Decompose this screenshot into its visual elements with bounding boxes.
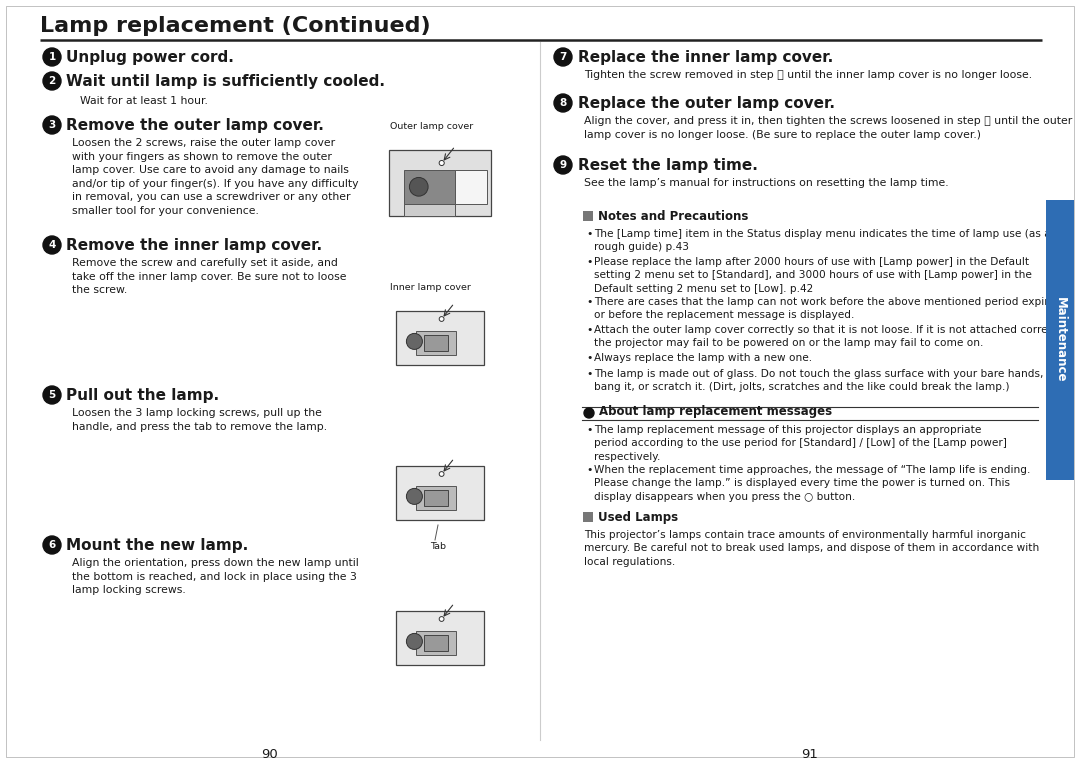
Text: •: • <box>586 425 592 435</box>
Polygon shape <box>416 486 456 510</box>
Text: 2: 2 <box>49 76 56 86</box>
Text: Pull out the lamp.: Pull out the lamp. <box>66 388 219 403</box>
Polygon shape <box>424 635 448 651</box>
Text: This projector’s lamps contain trace amounts of environmentally harmful inorgani: This projector’s lamps contain trace amo… <box>584 530 1039 567</box>
Circle shape <box>43 116 60 134</box>
Text: Outer lamp cover: Outer lamp cover <box>390 122 473 131</box>
Polygon shape <box>424 490 448 506</box>
Text: Maintenance: Maintenance <box>1053 298 1067 383</box>
Text: •: • <box>586 229 592 239</box>
Circle shape <box>440 617 444 621</box>
Polygon shape <box>456 170 487 204</box>
Text: Align the cover, and press it in, then tighten the screws loosened in step ⓢ unt: Align the cover, and press it in, then t… <box>584 116 1072 140</box>
Text: •: • <box>586 257 592 267</box>
Polygon shape <box>389 150 491 216</box>
Circle shape <box>440 160 444 166</box>
Polygon shape <box>416 331 456 355</box>
Circle shape <box>440 472 444 476</box>
Bar <box>583 211 593 221</box>
Text: Used Lamps: Used Lamps <box>598 511 678 524</box>
Text: 5: 5 <box>49 390 56 400</box>
Text: •: • <box>586 465 592 475</box>
Polygon shape <box>396 311 484 365</box>
Text: Notes and Precautions: Notes and Precautions <box>598 210 748 223</box>
Text: Align the orientation, press down the new lamp until
the bottom is reached, and : Align the orientation, press down the ne… <box>72 558 359 595</box>
Circle shape <box>406 488 422 504</box>
Text: 1: 1 <box>49 52 56 62</box>
Text: 90: 90 <box>261 748 279 761</box>
Text: 3: 3 <box>49 120 56 130</box>
Circle shape <box>440 317 444 321</box>
Text: Tab: Tab <box>430 542 446 551</box>
Text: The lamp replacement message of this projector displays an appropriate
period ac: The lamp replacement message of this pro… <box>594 425 1007 462</box>
Text: Please replace the lamp after 2000 hours of use with [Lamp power] in the Default: Please replace the lamp after 2000 hours… <box>594 257 1031 294</box>
Circle shape <box>409 178 428 196</box>
Text: Lamp replacement (Continued): Lamp replacement (Continued) <box>40 16 431 36</box>
Text: •: • <box>586 353 592 363</box>
Text: Loosen the 2 screws, raise the outer lamp cover
with your fingers as shown to re: Loosen the 2 screws, raise the outer lam… <box>72 138 359 216</box>
Text: 4: 4 <box>49 240 56 250</box>
Text: 9: 9 <box>559 160 567 170</box>
Text: Tighten the screw removed in step ⓓ until the inner lamp cover is no longer loos: Tighten the screw removed in step ⓓ unti… <box>584 70 1032 80</box>
Circle shape <box>43 536 60 554</box>
Text: Inner lamp cover: Inner lamp cover <box>390 283 471 292</box>
Text: Replace the outer lamp cover.: Replace the outer lamp cover. <box>578 96 835 111</box>
Polygon shape <box>404 204 456 216</box>
Text: When the replacement time approaches, the message of “The lamp life is ending.
P: When the replacement time approaches, th… <box>594 465 1030 502</box>
Polygon shape <box>424 335 448 351</box>
Polygon shape <box>416 631 456 655</box>
Text: Attach the outer lamp cover correctly so that it is not loose. If it is not atta: Attach the outer lamp cover correctly so… <box>594 325 1070 349</box>
Circle shape <box>554 48 572 66</box>
Text: Mount the new lamp.: Mount the new lamp. <box>66 538 248 553</box>
Circle shape <box>406 333 422 349</box>
Text: See the lamp’s manual for instructions on resetting the lamp time.: See the lamp’s manual for instructions o… <box>584 178 948 188</box>
Text: Remove the inner lamp cover.: Remove the inner lamp cover. <box>66 238 322 253</box>
Text: Wait until lamp is sufficiently cooled.: Wait until lamp is sufficiently cooled. <box>66 74 384 89</box>
Text: Loosen the 3 lamp locking screws, pull up the
handle, and press the tab to remov: Loosen the 3 lamp locking screws, pull u… <box>72 408 327 432</box>
Text: 7: 7 <box>559 52 567 62</box>
Polygon shape <box>396 466 484 520</box>
Text: Remove the outer lamp cover.: Remove the outer lamp cover. <box>66 118 324 133</box>
Circle shape <box>43 72 60 90</box>
Circle shape <box>43 236 60 254</box>
Text: The [Lamp time] item in the Status display menu indicates the time of lamp use (: The [Lamp time] item in the Status displ… <box>594 229 1051 253</box>
Text: There are cases that the lamp can not work before the above mentioned period exp: There are cases that the lamp can not wo… <box>594 297 1061 320</box>
Polygon shape <box>396 611 484 665</box>
Circle shape <box>584 408 594 418</box>
Text: 6: 6 <box>49 540 56 550</box>
Text: 8: 8 <box>559 98 567 108</box>
Circle shape <box>43 386 60 404</box>
Text: Always replace the lamp with a new one.: Always replace the lamp with a new one. <box>594 353 812 363</box>
Circle shape <box>554 94 572 112</box>
Circle shape <box>406 633 422 649</box>
Text: About lamp replacement messages: About lamp replacement messages <box>599 405 832 418</box>
Text: Remove the screw and carefully set it aside, and
take off the inner lamp cover. : Remove the screw and carefully set it as… <box>72 258 347 295</box>
Text: 91: 91 <box>801 748 819 761</box>
Circle shape <box>43 48 60 66</box>
Text: Unplug power cord.: Unplug power cord. <box>66 50 234 65</box>
Text: Replace the inner lamp cover.: Replace the inner lamp cover. <box>578 50 834 65</box>
Text: •: • <box>586 369 592 379</box>
Polygon shape <box>404 170 456 204</box>
Text: •: • <box>586 325 592 335</box>
Text: Reset the lamp time.: Reset the lamp time. <box>578 158 758 173</box>
Text: The lamp is made out of glass. Do not touch the glass surface with your bare han: The lamp is made out of glass. Do not to… <box>594 369 1043 392</box>
Text: •: • <box>586 297 592 307</box>
Circle shape <box>554 156 572 174</box>
Text: Wait for at least 1 hour.: Wait for at least 1 hour. <box>80 96 207 106</box>
Bar <box>1047 200 1074 480</box>
Bar <box>583 512 593 522</box>
